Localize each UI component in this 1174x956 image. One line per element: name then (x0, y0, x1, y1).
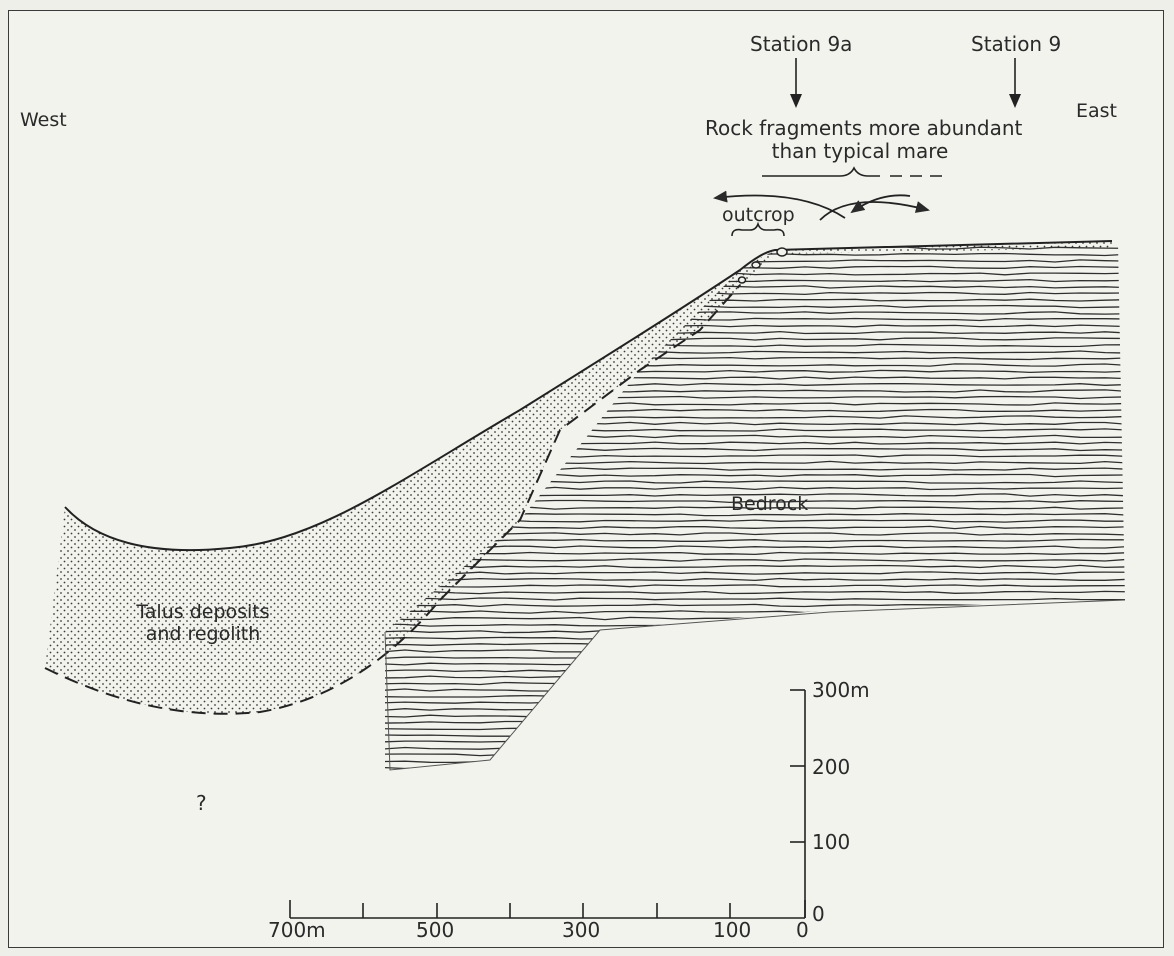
bedrock-stratum-line (385, 421, 1125, 426)
bedrock-stratum-line (385, 629, 1125, 634)
bedrock-stratum-line (385, 642, 1125, 647)
bedrock-stratum-line (385, 727, 1125, 731)
bedrock-stratum-line (385, 766, 1125, 770)
bedrock-stratum-line (385, 330, 1125, 335)
bedrock-stratum-line (385, 707, 1125, 712)
bedrock-stratum-line (385, 668, 1125, 673)
unknown-depth-marker: ? (196, 791, 207, 815)
v-scale-tick-0: 0 (812, 902, 825, 926)
bedrock-stratum-line (385, 681, 1125, 686)
talus-deposit-area (45, 250, 775, 714)
bedrock-stratum-line (385, 350, 1125, 354)
bedrock-stratum-line (385, 382, 1125, 387)
h-scale-tick-500: 500 (416, 918, 455, 942)
bedrock-stratum-line (385, 298, 1125, 302)
bedrock-base-line (384, 599, 1126, 771)
h-scale-tick-0: 0 (796, 918, 809, 942)
bedrock-stratum-line (385, 356, 1125, 361)
outcrop-label: outcrop (722, 204, 795, 226)
talus-label: Talus deposits and regolith (128, 601, 278, 646)
bedrock-stratum-line (385, 623, 1125, 627)
bedrock-stratum-line (385, 636, 1125, 640)
bedrock-stratum-line (385, 408, 1125, 413)
bedrock-stratum-line (385, 577, 1125, 582)
bedrock-stratum-line (385, 649, 1125, 653)
bedrock-stratum-line (385, 720, 1125, 725)
rock-fragments-line-1: Rock fragments more abundant (705, 116, 1023, 140)
talus-label-line-1: Talus deposits (136, 601, 270, 623)
v-scale-tick-200: 200 (812, 755, 851, 779)
bedrock-stratum-line (385, 369, 1125, 374)
bedrock-stratum-line (385, 311, 1125, 315)
bedrock-stratum-line (385, 733, 1125, 738)
rock-fragments-note: Rock fragments more abundant than typica… (705, 116, 1023, 163)
bedrock-stratum-line (385, 746, 1125, 751)
rock-fragments-brace (762, 166, 880, 177)
bedrock-stratum-line (385, 701, 1125, 705)
bedrock-stratum-line (385, 538, 1125, 543)
bedrock-stratum-line (385, 252, 1125, 257)
station-9a-arrow (790, 58, 802, 108)
h-scale-tick-300: 300 (562, 918, 601, 942)
bedrock-stratum-line (385, 389, 1125, 393)
talus-label-line-2: and regolith (145, 622, 261, 645)
talus-bedrock-contact (439, 284, 741, 601)
bedrock-stratum-line (385, 753, 1125, 757)
bedrock-stratum-line (385, 363, 1125, 367)
bedrock-stratum-line (385, 571, 1125, 575)
bedrock-stratum-line (385, 324, 1125, 328)
outcrop-boulders (737, 247, 788, 284)
bedrock-stratum-line (385, 415, 1125, 419)
downslope-movement-arrow (713, 190, 846, 219)
bedrock-stratum-line (385, 337, 1125, 341)
h-scale-tick-100: 100 (713, 918, 752, 942)
bedrock-stratum-line (385, 740, 1125, 744)
east-label: East (1076, 100, 1117, 122)
outcrop-brace (731, 221, 785, 237)
bedrock-stratum-line (385, 278, 1125, 283)
bedrock-stratum-line (385, 551, 1125, 556)
bedrock-stratum-line (385, 376, 1125, 380)
ground-surface-line (64, 240, 1113, 552)
bedrock-stratum-line (385, 564, 1125, 569)
bedrock-stratum-line (385, 655, 1125, 660)
station-9a-label: Station 9a (750, 32, 853, 56)
bedrock-stratum-line (385, 759, 1125, 764)
bedrock-stratum-line (385, 285, 1125, 289)
station-9-arrow (1009, 58, 1021, 108)
bedrock-stratum-line (385, 688, 1125, 692)
talus-base-dashed-line (44, 599, 441, 715)
v-scale-tick-100: 100 (812, 830, 851, 854)
bedrock-stratum-line (385, 584, 1125, 588)
bedrock-stratum-line (385, 291, 1125, 296)
west-label: West (20, 109, 67, 131)
figure-frame (8, 10, 1164, 948)
station-9-label: Station 9 (971, 32, 1062, 56)
bedrock-stratum-line (385, 343, 1125, 348)
bedrock-stratum-line (385, 304, 1125, 309)
inward-movement-arrow (850, 194, 911, 214)
bedrock-stratum-line (385, 402, 1125, 406)
bedrock-stratum-line (385, 597, 1125, 601)
rock-fragments-line-2: than typical mare (771, 139, 949, 163)
bedrock-stratum-line (385, 694, 1125, 699)
v-scale-tick-300m: 300m (812, 678, 870, 702)
bedrock-stratum-line (385, 610, 1125, 614)
bedrock-stratum-line (385, 662, 1125, 666)
bedrock-label: Bedrock (731, 493, 809, 515)
vertical-scale-bar (790, 689, 806, 918)
bedrock-stratum-line (385, 395, 1125, 400)
horizontal-scale-bar (289, 900, 806, 919)
bedrock-stratum-line (385, 590, 1125, 595)
bedrock-stratum-line (385, 714, 1125, 718)
bedrock-stratum-line (385, 558, 1125, 562)
bedrock-stratum-line (385, 317, 1125, 322)
bedrock-stratum-line (385, 675, 1125, 679)
h-scale-tick-700m: 700m (268, 918, 326, 942)
eastward-movement-arrow (819, 201, 930, 221)
